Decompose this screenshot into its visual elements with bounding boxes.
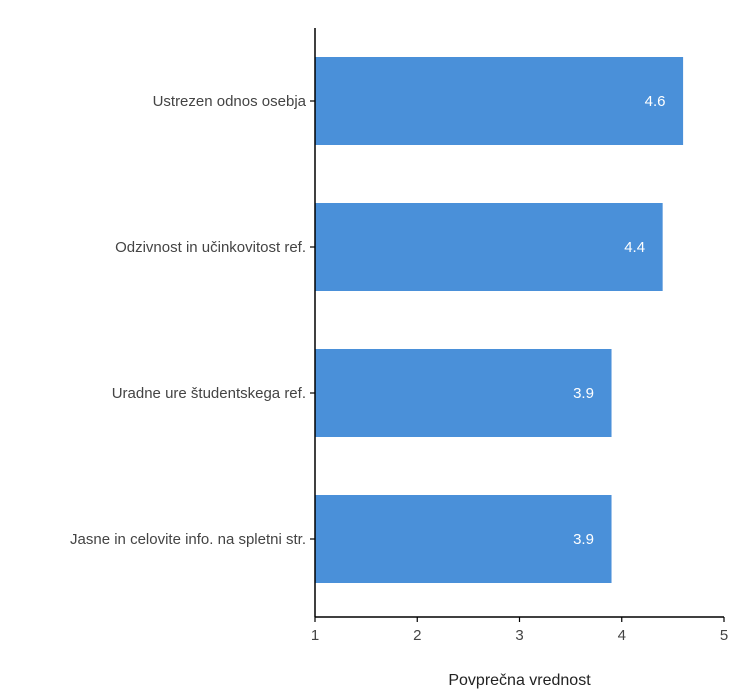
bar-value-label: 3.9 bbox=[573, 385, 594, 402]
category-label: Jasne in celovite info. na spletni str. bbox=[70, 531, 306, 548]
x-tick-label: 3 bbox=[515, 627, 523, 644]
value-labels-group: 4.6 4.4 3.9 3.9 bbox=[573, 93, 665, 548]
category-label: Ustrezen odnos osebja bbox=[153, 93, 307, 110]
category-label: Odzivnost in učinkovitost ref. bbox=[115, 239, 306, 256]
x-tick-label: 5 bbox=[720, 627, 728, 644]
x-tick-label: 1 bbox=[311, 627, 319, 644]
bar bbox=[315, 349, 612, 437]
category-labels-group: Ustrezen odnos osebja Odzivnost in učinko… bbox=[70, 93, 315, 548]
bar bbox=[315, 57, 684, 145]
bar bbox=[315, 203, 663, 291]
x-axis-title: Povprečna vrednost bbox=[448, 672, 591, 689]
bar-value-label: 3.9 bbox=[573, 531, 594, 548]
category-label: Uradne ure študentskega ref. bbox=[112, 385, 306, 402]
bar bbox=[315, 495, 612, 583]
bars-group bbox=[315, 57, 684, 583]
x-tick-label: 4 bbox=[618, 627, 626, 644]
x-ticks-group: 1 2 3 4 5 bbox=[311, 617, 728, 644]
x-tick-label: 2 bbox=[413, 627, 421, 644]
bar-value-label: 4.4 bbox=[624, 239, 645, 256]
bar-value-label: 4.6 bbox=[645, 93, 666, 110]
